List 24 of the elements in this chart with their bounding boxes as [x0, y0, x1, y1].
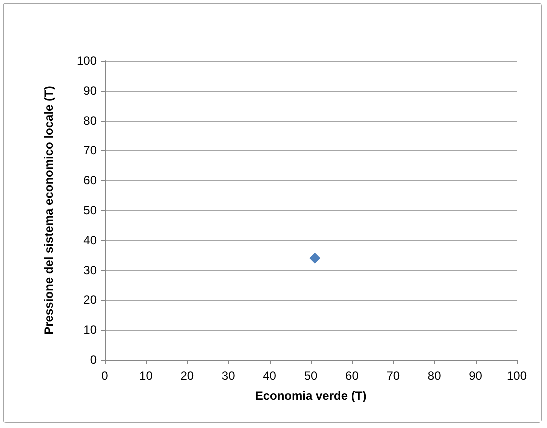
- y-tick-label: 30: [84, 263, 98, 278]
- x-tick-label: 100: [506, 369, 528, 383]
- y-tick-label: 50: [84, 204, 98, 218]
- y-tick-label: 100: [76, 54, 98, 68]
- y-tick-label: 20: [84, 293, 98, 308]
- y-tick-label: 10: [84, 323, 98, 338]
- x-axis-title: Economia verde (T): [255, 389, 367, 403]
- x-tick-label: 70: [386, 369, 400, 383]
- x-tick-label: 10: [140, 369, 154, 383]
- x-tick-label: 20: [180, 369, 194, 383]
- y-tick-label: 70: [84, 144, 98, 158]
- y-tick-label: 0: [90, 353, 98, 367]
- x-tick-label: 90: [469, 369, 483, 383]
- x-tick-label: 30: [222, 369, 236, 383]
- x-tick-label: 60: [346, 369, 360, 383]
- y-tick-label: 90: [84, 84, 98, 98]
- y-tick-label: 80: [84, 114, 98, 128]
- y-tick-label: 40: [84, 233, 98, 248]
- x-tick-label: 0: [102, 369, 109, 383]
- y-axis-title: Pressione del sistema economico locale (T): [42, 86, 56, 335]
- y-tick-label: 60: [84, 174, 98, 188]
- x-tick-label: 80: [428, 369, 442, 383]
- x-tick-label: 50: [304, 369, 318, 383]
- x-tick-label: 40: [263, 369, 277, 383]
